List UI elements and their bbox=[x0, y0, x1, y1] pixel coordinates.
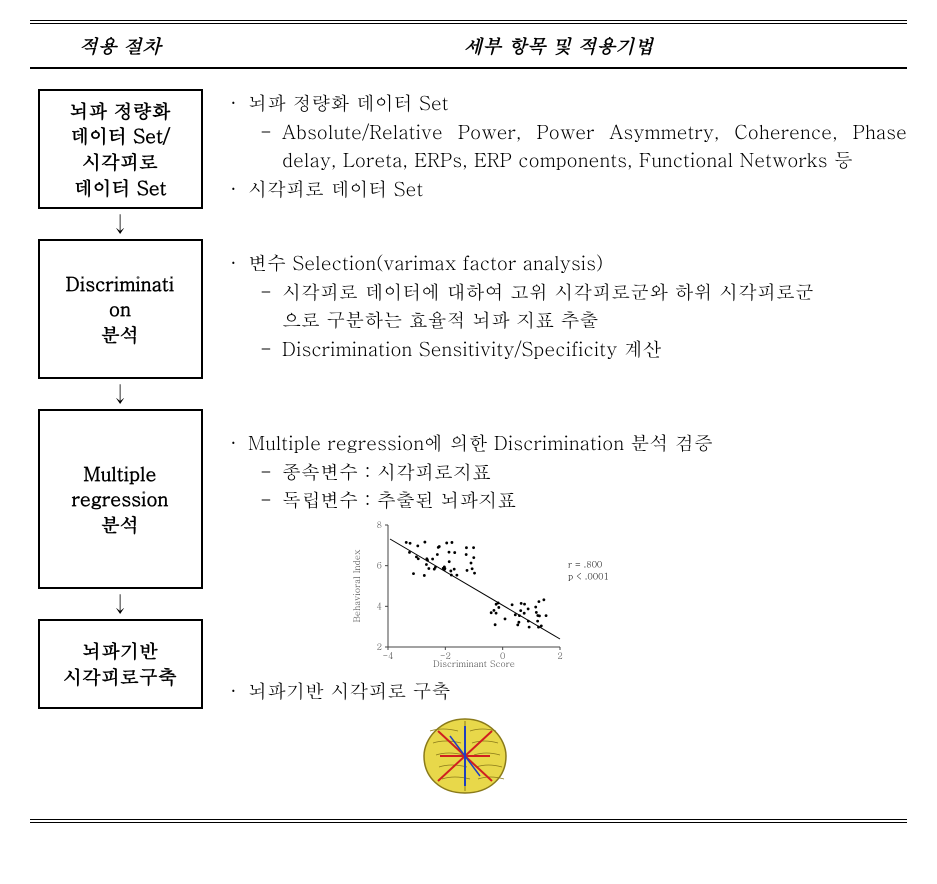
flow-box-label: 뇌파기반시각피로구축 bbox=[63, 638, 177, 689]
flow-box-regression: Multipleregression분석 bbox=[38, 409, 203, 589]
flow-box-construction: 뇌파기반시각피로구축 bbox=[38, 619, 203, 709]
svg-text:2: 2 bbox=[557, 649, 562, 662]
svg-text:-4: -4 bbox=[383, 649, 394, 662]
bullet-icon: · bbox=[230, 249, 248, 278]
brain-graphic bbox=[230, 705, 907, 809]
bullet-icon: · bbox=[230, 677, 248, 706]
flow-box-discrimination: Discrimination분석 bbox=[38, 239, 203, 379]
svg-text:Discriminant Score: Discriminant Score bbox=[433, 657, 515, 669]
flow-box-dataset: 뇌파 정량화데이터 Set/시각피로데이터 Set bbox=[38, 89, 203, 209]
scatter-plot-icon: 2468-4-202Discriminant ScoreBehavioral I… bbox=[350, 519, 630, 669]
svg-text:4: 4 bbox=[377, 599, 382, 612]
dash-icon: - bbox=[260, 458, 282, 487]
svg-text:2: 2 bbox=[377, 640, 382, 653]
svg-text:8: 8 bbox=[377, 519, 382, 531]
arrow-down-icon: ↓ bbox=[112, 589, 129, 619]
dash-icon: - bbox=[260, 486, 282, 515]
flow-box-label: 뇌파 정량화데이터 Set/시각피로데이터 Set bbox=[69, 98, 170, 201]
bullet-text: 뇌파기반 시각피로 구축 bbox=[248, 677, 451, 706]
sub-text: 독립변수 : 추출된 뇌파지표 bbox=[282, 486, 907, 515]
sub-text: 종속변수 : 시각피로지표 bbox=[282, 458, 907, 487]
detail-block-construction: ·뇌파기반 시각피로 구축 bbox=[230, 669, 907, 809]
flow-box-label: Multipleregression분석 bbox=[72, 461, 169, 538]
dash-icon: - bbox=[260, 335, 282, 364]
bullet-text: 뇌파 정량화 데이터 Set bbox=[248, 89, 449, 118]
svg-text:6: 6 bbox=[377, 558, 382, 571]
scatter-chart: 2468-4-202Discriminant ScoreBehavioral I… bbox=[230, 515, 907, 669]
details-column: ·뇌파 정량화 데이터 Set -Absolute/Relative Power… bbox=[210, 89, 907, 809]
sub-text: Absolute/Relative Power, Power Asymmetry… bbox=[282, 118, 907, 175]
content-area: 뇌파 정량화데이터 Set/시각피로데이터 Set ↓ Discriminati… bbox=[30, 69, 907, 823]
bullet-icon: · bbox=[230, 89, 248, 118]
bullet-text: 시각피로 데이터 Set bbox=[248, 175, 423, 204]
dash-icon: - bbox=[260, 278, 282, 307]
arrow-down-icon: ↓ bbox=[112, 209, 129, 239]
flowchart-column: 뇌파 정량화데이터 Set/시각피로데이터 Set ↓ Discriminati… bbox=[30, 89, 210, 809]
detail-block-dataset: ·뇌파 정량화 데이터 Set -Absolute/Relative Power… bbox=[230, 89, 907, 239]
bullet-icon: · bbox=[230, 429, 248, 458]
sub-text: 시각피로 데이터에 대하여 고위 시각피로군와 하위 시각피로군 bbox=[282, 278, 907, 307]
detail-block-regression: ·Multiple regression에 의한 Discrimination … bbox=[230, 409, 907, 669]
bullet-icon: · bbox=[230, 175, 248, 204]
detail-block-discrimination: ·변수 Selection(varimax factor analysis) -… bbox=[230, 239, 907, 409]
table-header: 적용 절차 세부 항목 및 적용기법 bbox=[30, 20, 907, 69]
brain-icon bbox=[410, 711, 520, 801]
sub-text: Discrimination Sensitivity/Specificity 계… bbox=[282, 335, 907, 364]
header-col-procedure: 적용 절차 bbox=[30, 32, 210, 59]
arrow-down-icon: ↓ bbox=[112, 379, 129, 409]
dash-icon: - bbox=[260, 118, 282, 175]
flow-box-label: Discrimination분석 bbox=[66, 271, 174, 348]
header-col-details: 세부 항목 및 적용기법 bbox=[210, 32, 907, 59]
sub-text-cont: 으로 구분하는 효율적 뇌파 지표 추출 bbox=[230, 306, 907, 335]
svg-text:Behavioral Index: Behavioral Index bbox=[350, 548, 363, 622]
svg-text:p < .0001: p < .0001 bbox=[568, 569, 609, 582]
bullet-text: 변수 Selection(varimax factor analysis) bbox=[248, 249, 603, 278]
bullet-text: Multiple regression에 의한 Discrimination 분… bbox=[248, 429, 713, 458]
